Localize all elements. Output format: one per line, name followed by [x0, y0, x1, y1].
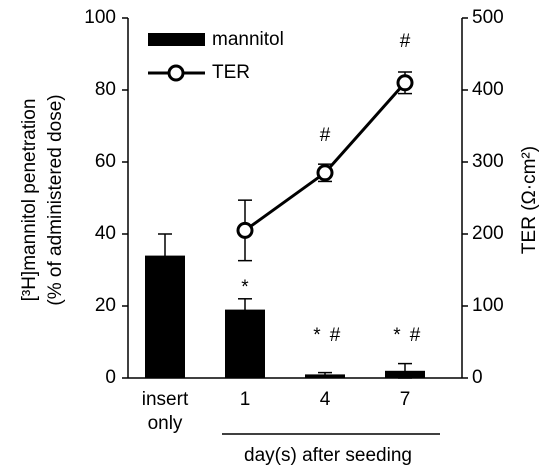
legend-swatch: [148, 33, 205, 46]
y-tick-label: 20: [95, 295, 116, 316]
x-tick-label: 7: [400, 389, 411, 410]
y2-tick-label: 500: [472, 7, 504, 28]
point: [236, 221, 254, 239]
annotation: *: [313, 325, 321, 346]
point: [396, 74, 414, 92]
annotation: #: [410, 325, 421, 346]
y2-tick-label: 0: [472, 367, 483, 388]
y-label: (% of administered dose): [45, 94, 66, 305]
y2-tick-label: 100: [472, 295, 504, 316]
y-tick-label: 80: [95, 79, 116, 100]
bar: [225, 309, 265, 378]
y-tick-label: 0: [105, 367, 116, 388]
legend-swatch: [167, 64, 185, 82]
x-label: day(s) after seeding: [244, 445, 412, 466]
y-label: [³H]mannitol penetration: [19, 99, 40, 302]
annotation: *: [241, 277, 249, 298]
x-tick-label: insert only: [142, 389, 189, 434]
bar: [305, 374, 345, 378]
annotation: #: [320, 125, 331, 146]
annotation: *: [393, 325, 401, 346]
point: [316, 164, 334, 182]
y2-tick-label: 400: [472, 79, 504, 100]
x-tick-label: 4: [320, 389, 331, 410]
y2-tick-label: 200: [472, 223, 504, 244]
y2-label: TER (Ω·cm²): [519, 146, 540, 254]
y-tick-label: 40: [95, 223, 116, 244]
line: [244, 81, 407, 232]
y-tick-label: 100: [84, 7, 116, 28]
legend-label: mannitol: [212, 29, 284, 50]
bar: [385, 370, 425, 378]
annotation: #: [330, 325, 341, 346]
legend-label: TER: [212, 62, 250, 83]
y-tick-label: 60: [95, 151, 116, 172]
y2-tick-label: 300: [472, 151, 504, 172]
bar: [145, 255, 185, 378]
annotation: #: [400, 31, 411, 52]
x-tick-label: 1: [240, 389, 251, 410]
